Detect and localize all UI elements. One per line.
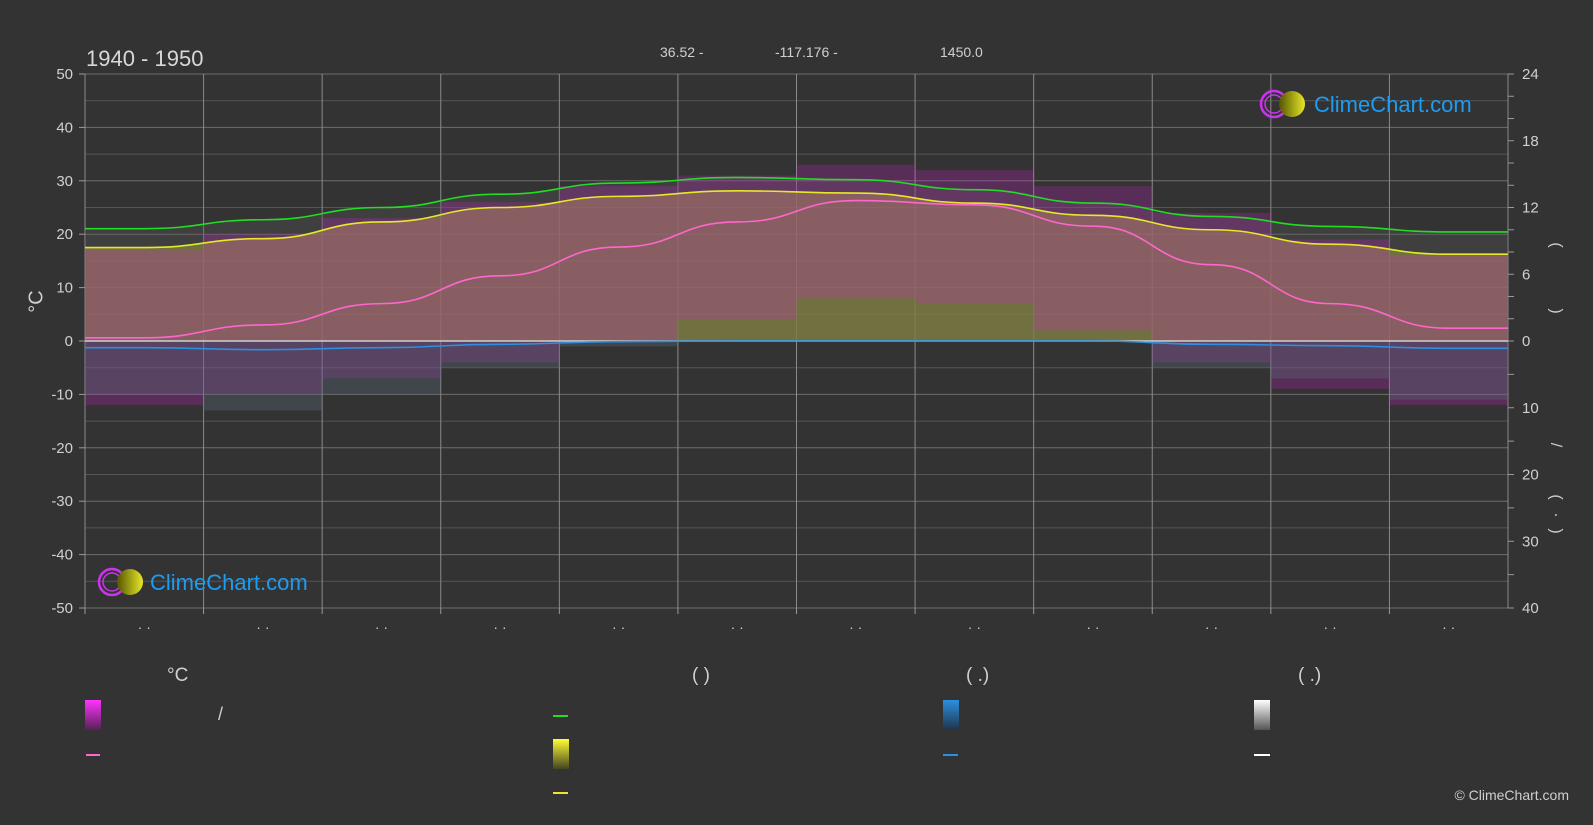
elevation-value: 1450.0 [940,44,983,60]
x-tick-label: · · [968,619,981,635]
left-tick-label: 40 [56,119,73,136]
temp-range-bar [677,175,797,320]
copyright: © ClimeChart.com [1454,787,1569,803]
daylight-area [85,177,1508,341]
precip-bar [203,341,323,411]
x-tick-label: · · [1205,619,1218,635]
right-tick-label-precip: 10 [1522,400,1539,417]
left-tick-label: 50 [56,66,73,83]
legend-snow-heading: ( .) [1298,665,1322,686]
x-tick-label: · · [1324,619,1337,635]
legend-symbols [85,700,1270,794]
right-tick-label-hours: 18 [1522,133,1539,150]
right-tick-label-hours: 24 [1522,66,1539,83]
data-bands [85,164,1508,411]
data-lines [84,176,1508,351]
logo-text: ClimeChart.com [1314,92,1472,117]
temp-range-bar [1033,186,1153,331]
right-tick-label-precip: 20 [1522,467,1539,484]
x-tick-label: · · [849,619,862,635]
left-tick-label: -30 [51,493,73,510]
right-tick-label-hours: 6 [1522,266,1530,283]
chart-period-title: 1940 - 1950 [86,46,204,71]
right-tick-label-precip: 40 [1522,600,1539,617]
x-tick-label: · · [1442,619,1455,635]
sunshine-area [85,190,1508,341]
x-tick-label: · · [256,619,269,635]
x-tick-label: · · [375,619,388,635]
temp-range-bar [1389,255,1508,406]
x-tick-label: · · [1086,619,1099,635]
right-tick-label-precip: 30 [1522,533,1539,550]
left-tick-label: 30 [56,173,73,190]
left-tick-label: -50 [51,600,73,617]
logo-text: ClimeChart.com [150,570,308,595]
legend-sunshine-swatch [553,739,569,769]
latitude-value: 36.52 - [660,44,704,60]
daylight-line [85,176,1508,233]
axis-ticks: 50 40 30 20 10 0 -10 -20 -30 -40 -50 24 18 12 6 0 10 20 30… [51,66,1538,635]
legend-rain-heading: ( .) [966,665,990,686]
x-tick-label: · · [138,619,151,635]
temp-range-bar [1270,239,1390,390]
legend-sun-heading: ( ) [692,665,710,686]
logo-icon [97,567,143,597]
precip-bar [559,341,678,347]
legend-rain-swatch [943,700,959,730]
precip-bar [322,341,441,395]
left-tick-label: -40 [51,547,73,564]
temp-range-bar [559,186,678,341]
left-tick-label: 10 [56,280,73,297]
precip-bar [1270,341,1390,379]
precip-bar [1152,341,1271,368]
temp-range-bar [1152,212,1271,363]
left-tick-label: 20 [56,226,73,243]
x-tick-label: · · [493,619,506,635]
precip-bar [1389,341,1508,400]
legend-snow-swatch [1254,700,1270,730]
sunshine-line [84,190,1508,256]
right-axis-dot: · [1547,512,1565,518]
right-tick-label-hours: 12 [1522,200,1539,217]
temperature-mean-line [85,199,1508,339]
left-tick-label: -20 [51,440,73,457]
left-axis-label: °C [25,290,48,313]
temp-range-bar [203,234,323,395]
precip-bar [85,341,204,395]
x-tick-label: · · [612,619,625,635]
right-axis-paren-4: ) [1547,528,1565,534]
legend-temp-range-swatch [85,700,101,730]
legend-slash: / [218,704,224,724]
x-tick-label: · · [731,619,744,635]
right-tick-label-hours: 0 [1522,333,1530,350]
legend-temp-heading: °C [167,665,189,686]
logo-icon [1259,89,1305,119]
precipitation-line [85,340,1508,351]
right-axis-paren-2: ) [1547,308,1565,314]
right-axis-slash: / [1547,442,1565,448]
right-axis-paren-1: ( [1547,242,1565,248]
left-tick-label: -10 [51,386,73,403]
temp-range-bar [85,250,204,406]
right-axis-paren-3: ( [1547,494,1565,500]
temp-range-bar [796,164,916,299]
left-tick-label: 0 [65,333,73,350]
longitude-value: -117.176 - [775,44,838,60]
